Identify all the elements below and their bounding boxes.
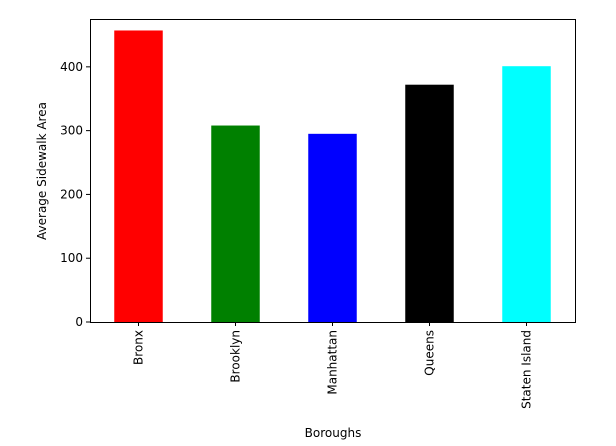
bar-staten-island xyxy=(502,66,551,322)
bar-manhattan xyxy=(308,133,357,322)
x-tick-label: Brooklyn xyxy=(229,330,243,383)
x-axis-ticks: Bronx Brooklyn Manhattan Queens Staten Islan… xyxy=(132,322,534,409)
x-tick-label: Queens xyxy=(423,330,437,376)
y-tick-label: 0 xyxy=(75,315,83,329)
x-tick-label: Manhattan xyxy=(326,330,340,395)
y-tick-label: 100 xyxy=(60,251,83,265)
x-axis-label: Boroughs xyxy=(305,426,362,440)
x-tick-label: Staten Island xyxy=(520,330,534,409)
y-tick-label: 200 xyxy=(60,187,83,201)
bar-brooklyn xyxy=(211,125,260,322)
plot-frame xyxy=(90,19,576,323)
bar-queens xyxy=(405,84,454,322)
x-tick-label: Bronx xyxy=(132,330,146,365)
y-tick-label: 300 xyxy=(60,124,83,138)
bar-bronx xyxy=(114,30,163,322)
y-tick-label: 400 xyxy=(60,60,83,74)
y-axis-label: Average Sidewalk Area xyxy=(35,102,49,240)
y-axis-ticks: 0 100 200 300 400 xyxy=(60,60,90,329)
bar-series xyxy=(114,30,551,322)
